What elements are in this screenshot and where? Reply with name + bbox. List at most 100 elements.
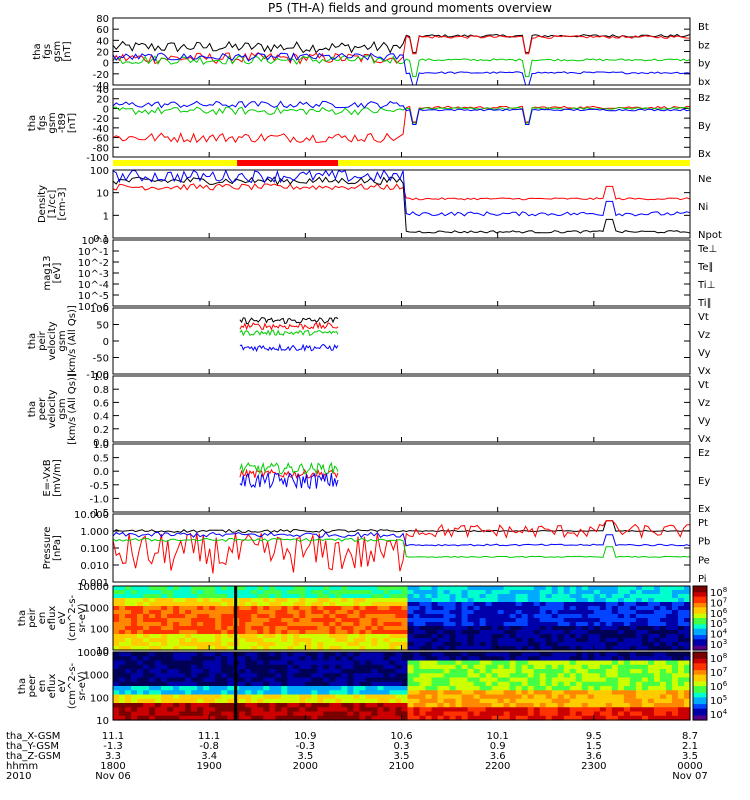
spectrogram-cell	[629, 634, 637, 639]
spectrogram-cell	[293, 656, 300, 662]
spectrogram-cell	[359, 698, 367, 704]
spectrogram-cell	[389, 711, 397, 717]
spectrogram-cell	[143, 669, 150, 674]
colorbar-tick-label: 104	[710, 628, 728, 641]
spectrogram-cell	[509, 652, 517, 657]
spectrogram-cell	[215, 681, 222, 687]
spectrogram-cell	[275, 646, 282, 651]
spectrogram-cell	[275, 634, 282, 639]
spectrogram-cell	[443, 630, 451, 635]
spectrogram-cell	[257, 664, 264, 670]
spectrogram-cell	[323, 594, 330, 599]
spectrogram-cell	[305, 622, 312, 627]
spectrogram-cell	[683, 664, 691, 670]
spectrogram-cell	[491, 669, 499, 674]
spectrogram-cell	[323, 622, 330, 627]
spectrogram-cell	[425, 686, 433, 691]
colorbar-cell	[693, 603, 707, 606]
spectrogram-cell	[269, 686, 276, 691]
spectrogram-cell	[353, 614, 361, 619]
spectrogram-cell	[389, 618, 397, 623]
spectrogram-cell	[311, 690, 318, 696]
spectrogram-cell	[473, 598, 481, 603]
spectrogram-cell	[395, 634, 403, 639]
spectrogram-cell	[317, 707, 324, 713]
spectrogram-cell	[263, 626, 270, 631]
spectrogram-cell	[305, 686, 312, 691]
spectrogram-cell	[665, 638, 673, 643]
spectrogram-cell	[635, 614, 643, 619]
spectrogram-cell	[293, 638, 300, 643]
spectrogram-cell	[311, 703, 318, 708]
spectrogram-cell	[551, 594, 559, 599]
spectrogram-cell	[671, 652, 679, 657]
spectrogram-cell	[359, 660, 367, 666]
spectrogram-cell	[593, 698, 601, 704]
legend-bz: bz	[698, 40, 710, 51]
spectrogram-cell	[359, 642, 367, 647]
spectrogram-cell	[473, 610, 481, 615]
spectrogram-cell	[419, 610, 427, 615]
spectrogram-cell	[425, 638, 433, 643]
spectrogram-cell	[209, 707, 216, 713]
spectrogram-cell	[191, 681, 198, 687]
spectrogram-cell	[227, 622, 234, 627]
spectrogram-cell	[569, 698, 577, 704]
spectrogram-cell	[125, 698, 132, 704]
ylabel-line: E=-VxB	[42, 459, 53, 496]
spectrogram-cell	[389, 626, 397, 631]
spectrogram-cell	[371, 618, 379, 623]
spectrogram-cell	[431, 586, 439, 591]
axis-tick-value: 2000	[293, 761, 318, 772]
spectrogram-cell	[257, 677, 264, 683]
spectrogram-cell	[179, 690, 186, 696]
spectrogram-cell	[461, 703, 469, 708]
spectrogram-cell	[161, 703, 168, 708]
spectrogram-cell	[395, 690, 403, 696]
spectrogram-cell	[149, 626, 156, 631]
spectrogram-cell	[167, 598, 174, 603]
spectrogram-cell	[611, 711, 619, 717]
spectrogram-cell	[587, 594, 595, 599]
series-line-Bx	[112, 100, 691, 125]
spectrogram-cell	[677, 602, 685, 607]
spectrogram-cell	[443, 703, 451, 708]
spectrogram-cell	[269, 618, 276, 623]
spectrogram-cell	[197, 590, 204, 595]
spectrogram-cell	[407, 646, 415, 651]
spectrogram-cell	[527, 618, 535, 623]
spectrogram-cell	[197, 711, 204, 717]
spectrogram-cell	[509, 669, 517, 674]
spectrogram-cell	[197, 594, 204, 599]
spectrogram-cell	[173, 610, 180, 615]
spectrogram-cell	[341, 669, 349, 674]
spectrogram-cell	[371, 698, 379, 704]
spectrogram-cell	[581, 598, 589, 603]
spectrogram-cell	[425, 630, 433, 635]
spectrogram-cell	[503, 610, 511, 615]
spectrogram-cell	[197, 638, 204, 643]
colorbar-cell	[693, 590, 707, 593]
spectrogram-cell	[449, 677, 457, 683]
spectrogram-cell	[455, 606, 463, 611]
spectrogram-cell	[353, 594, 361, 599]
spectrogram-cell	[179, 586, 186, 591]
spectrogram-cell	[227, 634, 234, 639]
spectrogram-cell	[437, 638, 445, 643]
colorbar-cell	[693, 600, 707, 604]
spectrogram-cell	[575, 707, 583, 713]
spectrogram-cell	[449, 660, 457, 666]
spectrogram-cell	[665, 586, 673, 591]
ylabel-line: sr-eV)	[77, 603, 88, 632]
axis-tick-value: 9.5	[586, 731, 602, 742]
spectrogram-cell	[173, 602, 180, 607]
spectrogram-cell	[509, 602, 517, 607]
spectrogram-cell	[191, 638, 198, 643]
spectrogram-cell	[311, 707, 318, 713]
legend-Ey: Ey	[698, 476, 710, 487]
spectrogram-cell	[647, 630, 655, 635]
spectrogram-cell	[335, 622, 342, 627]
spectrogram-cell	[401, 634, 409, 639]
spectrogram-cell	[191, 677, 198, 683]
spectrogram-cell	[587, 656, 595, 662]
